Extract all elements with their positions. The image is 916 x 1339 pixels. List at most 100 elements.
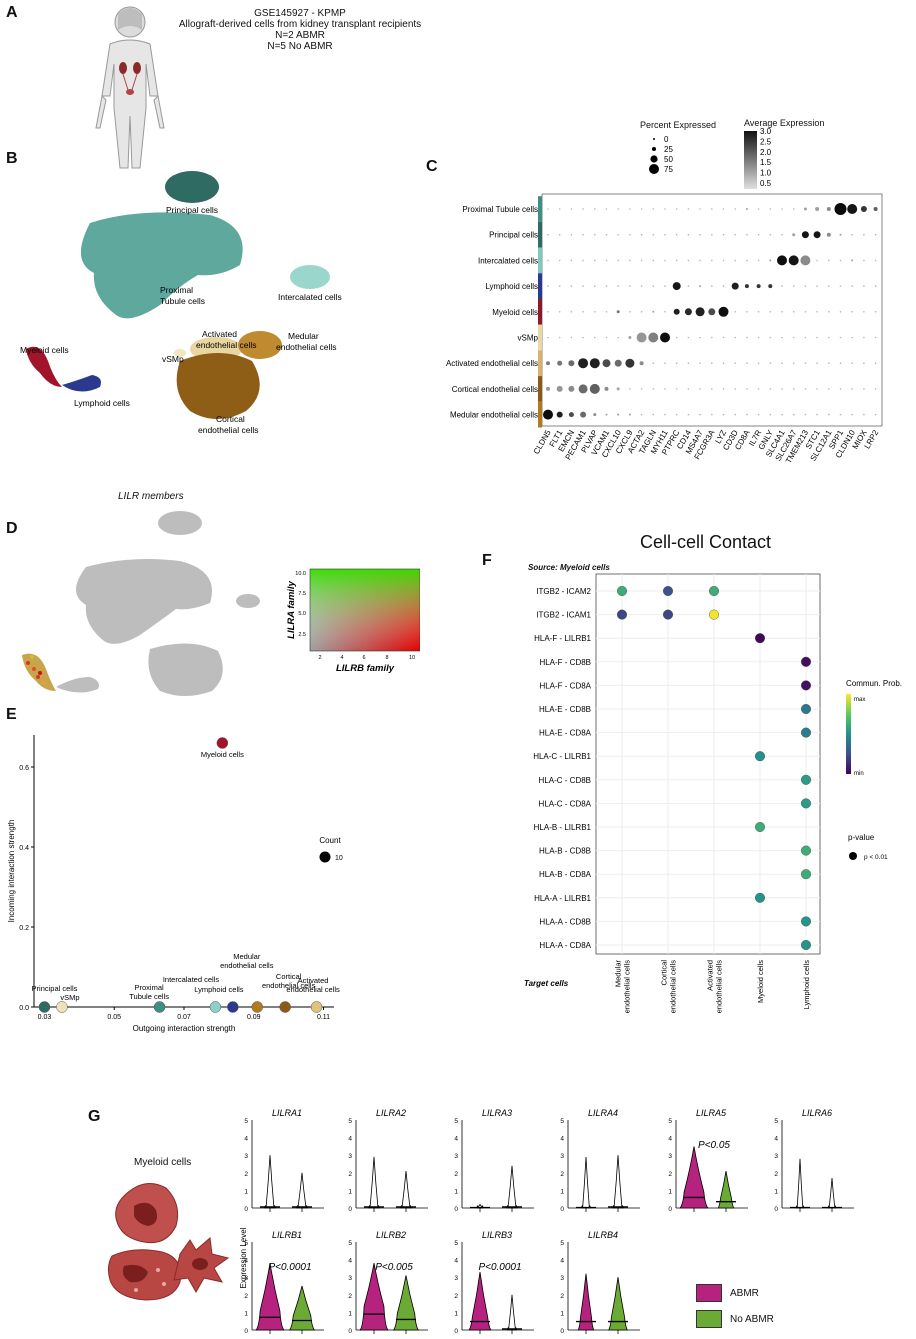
expression-dot bbox=[594, 336, 596, 339]
expression-dot bbox=[839, 336, 842, 339]
expression-dot bbox=[860, 206, 867, 212]
expression-dot bbox=[675, 388, 678, 390]
scatter-point bbox=[251, 1001, 264, 1013]
y-tick-label: 5 bbox=[454, 1118, 458, 1125]
avg-legend-bar bbox=[744, 131, 757, 189]
expression-dot bbox=[699, 233, 701, 236]
point-label: endothelial cells bbox=[286, 985, 340, 994]
expression-dot bbox=[558, 336, 561, 339]
expression-dot bbox=[816, 336, 818, 339]
expression-dot bbox=[629, 311, 631, 313]
expression-dot bbox=[734, 388, 736, 390]
gene-title: LILRA5 bbox=[696, 1108, 727, 1118]
expression-dot bbox=[578, 384, 588, 394]
lr-pair-label: ITGB2 - ICAM2 bbox=[536, 587, 591, 596]
expression-dot bbox=[863, 233, 865, 236]
expression-dot bbox=[792, 208, 795, 210]
expression-dot bbox=[589, 383, 600, 394]
y-tick-label: 3 bbox=[348, 1275, 352, 1282]
pct-legend-dot bbox=[649, 164, 659, 174]
expression-dot bbox=[874, 413, 877, 416]
y-tick-label: 2 bbox=[454, 1171, 458, 1178]
expression-dot bbox=[839, 311, 842, 313]
expression-dot bbox=[640, 233, 643, 236]
svg-text:2: 2 bbox=[318, 655, 321, 661]
label-lymphoid: Lymphoid cells bbox=[74, 398, 130, 408]
expression-dot bbox=[863, 259, 865, 262]
target-cell-label: endothelial cells bbox=[669, 960, 678, 1014]
p-value: P<0.005 bbox=[375, 1262, 413, 1273]
expression-dot bbox=[781, 336, 783, 339]
legend-abmr-label: ABMR bbox=[730, 1287, 759, 1299]
expression-dot bbox=[594, 259, 596, 262]
expression-dot bbox=[781, 233, 783, 236]
y-tick-label: 4 bbox=[244, 1258, 248, 1265]
expression-dot bbox=[826, 207, 831, 211]
expression-dot bbox=[617, 336, 619, 339]
expression-dot bbox=[746, 388, 748, 390]
human-body-illustration bbox=[95, 6, 165, 169]
expression-dot bbox=[734, 233, 736, 236]
expression-dot bbox=[660, 332, 670, 343]
expression-dot bbox=[580, 411, 587, 418]
commun-prob-bar bbox=[846, 694, 851, 774]
expression-dot bbox=[652, 233, 655, 236]
violin-shape bbox=[400, 1171, 412, 1209]
expression-dot bbox=[711, 413, 713, 416]
expression-dot bbox=[675, 233, 678, 236]
expression-dot bbox=[652, 259, 655, 262]
expression-dot bbox=[687, 259, 690, 262]
expression-dot bbox=[847, 204, 858, 214]
contact-dot bbox=[801, 727, 812, 738]
expression-dot bbox=[792, 362, 795, 364]
contact-dot bbox=[662, 586, 673, 597]
expression-dot bbox=[558, 285, 561, 287]
y-tick-label: 2 bbox=[244, 1293, 248, 1300]
y-tick-label: 1 bbox=[348, 1188, 352, 1195]
cluster-vsmp bbox=[174, 349, 186, 357]
contact-dot bbox=[755, 822, 766, 833]
row-label: vSMp bbox=[518, 334, 539, 343]
gene-title: LILRA4 bbox=[588, 1108, 618, 1118]
expression-dot bbox=[652, 362, 655, 364]
scatter-point bbox=[38, 1001, 51, 1013]
expression-dot bbox=[863, 413, 865, 416]
expression-dot bbox=[874, 362, 877, 364]
y-tick-label: 2 bbox=[774, 1171, 778, 1178]
expression-dot bbox=[768, 284, 773, 289]
y-tick-label: 3 bbox=[668, 1153, 672, 1160]
expression-dot bbox=[629, 259, 631, 262]
plot-frame bbox=[595, 573, 821, 955]
expression-dot bbox=[769, 413, 772, 416]
expression-dot bbox=[711, 362, 713, 364]
violin-plots: LILRA1 0 1 2 3 4 5 LILRA2 0 1 2 3 4 5 LILRA3 0 1 2 3 4 5 LILR… bbox=[239, 1108, 854, 1335]
expression-dot bbox=[834, 203, 847, 215]
label-proximal-1: Proximal bbox=[160, 285, 193, 295]
expression-dot bbox=[769, 208, 772, 210]
expression-dot bbox=[781, 311, 783, 313]
expression-dot bbox=[839, 413, 842, 416]
expression-dot bbox=[708, 308, 716, 316]
lr-pair-label: HLA-B - LILRB1 bbox=[534, 823, 592, 832]
expression-dot bbox=[800, 255, 811, 266]
expression-dot bbox=[722, 413, 725, 416]
commun-prob-min: min bbox=[854, 771, 864, 777]
y-tick-label: 4 bbox=[454, 1258, 458, 1265]
point-label: endothelial cells bbox=[220, 961, 274, 970]
y-tick-label: 1 bbox=[348, 1310, 352, 1317]
expression-dot bbox=[816, 311, 818, 313]
expression-dot bbox=[546, 386, 550, 391]
y-tick-label: 0 bbox=[774, 1206, 778, 1213]
source-label: Source: Myeloid cells bbox=[528, 563, 610, 572]
y-tick-label: 2 bbox=[348, 1171, 352, 1178]
y-tick-label: 4 bbox=[454, 1136, 458, 1143]
expression-dot bbox=[648, 332, 659, 343]
expression-dot bbox=[734, 208, 736, 210]
row-label: Medular endothelial cells bbox=[450, 411, 538, 420]
expression-dot bbox=[792, 336, 795, 339]
expression-dot bbox=[839, 285, 842, 287]
row-color-bar bbox=[538, 299, 542, 325]
expression-dot bbox=[687, 388, 690, 390]
expression-dot bbox=[804, 336, 807, 339]
expression-dot bbox=[594, 208, 596, 210]
